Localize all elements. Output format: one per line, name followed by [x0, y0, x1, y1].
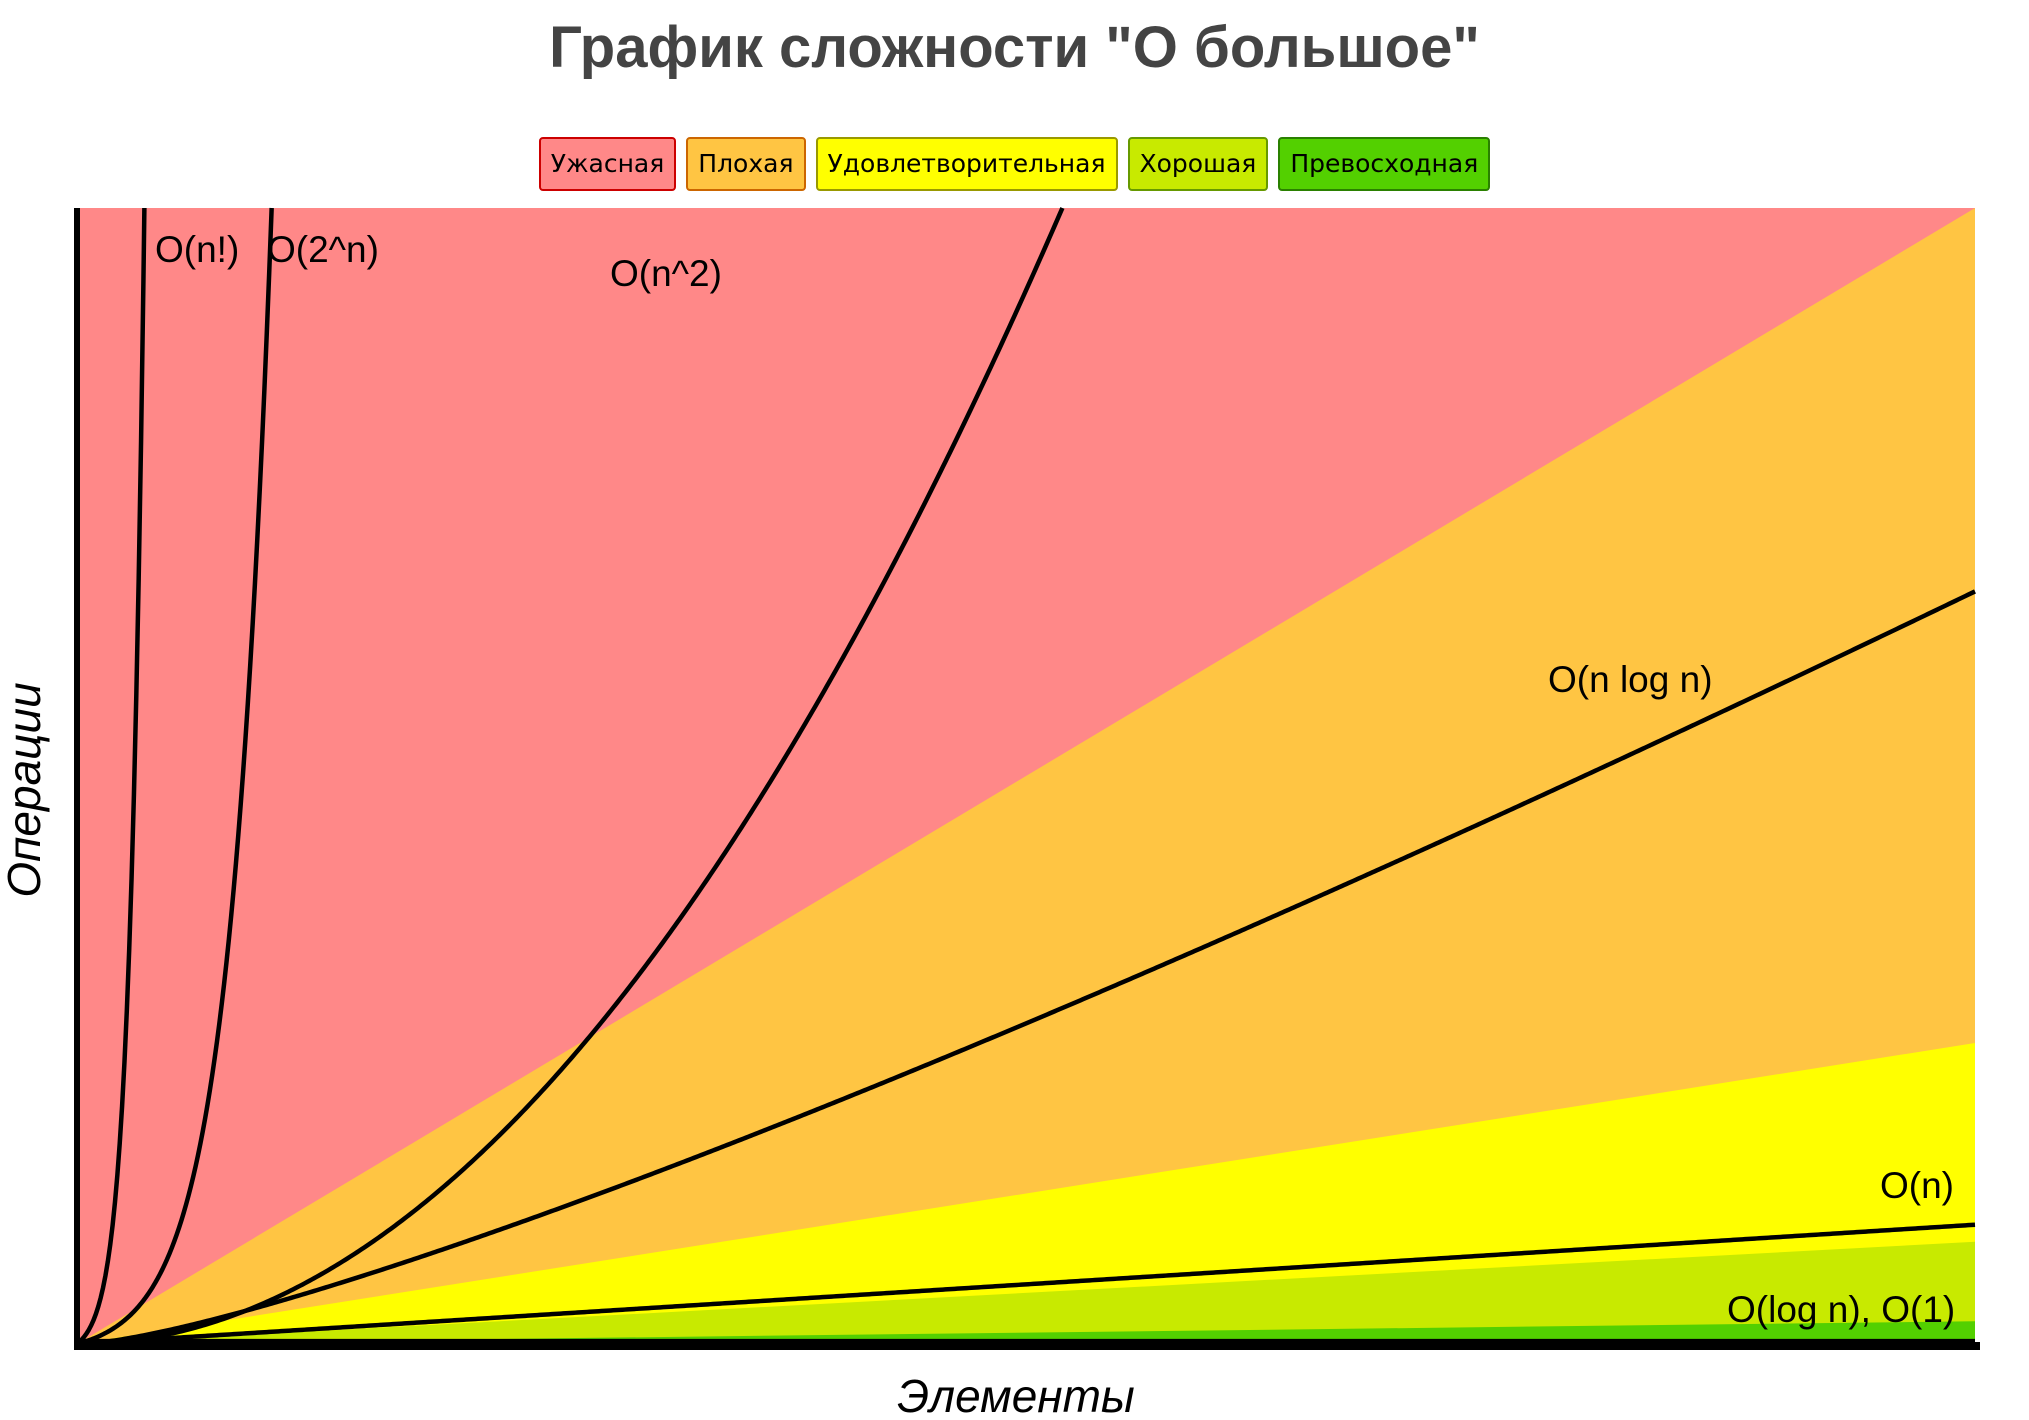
legend-item-fair: Удовлетворительная — [815, 137, 1118, 191]
curve-O(n!) — [75, 207, 147, 1346]
curves-layer — [75, 207, 1976, 1347]
label-o-n-log-n: O(n log n) — [1548, 659, 1713, 700]
curve-O(2^n) — [76, 207, 274, 1347]
curve-O(n) — [76, 1222, 1976, 1347]
legend: Ужасная Плохая Удовлетворительная Хороша… — [0, 137, 2029, 191]
label-o-n-squared: O(n^2) — [610, 253, 722, 294]
region-Хорошая — [77, 1241, 1975, 1344]
label-o-n: O(n) — [1880, 1165, 1954, 1206]
region-Плохая — [77, 208, 1975, 1344]
x-axis-label: Элементы — [897, 1370, 1135, 1420]
legend-item-bad: Плохая — [686, 137, 806, 191]
label-o-log-n-o-1: O(log n), O(1) — [1727, 1289, 1955, 1330]
y-axis-label: Операции — [0, 682, 50, 897]
legend-item-good: Хорошая — [1127, 137, 1269, 191]
regions-layer — [77, 208, 1975, 1344]
legend-item-excellent: Превосходная — [1278, 137, 1491, 191]
label-o-2-pow-n: O(2^n) — [267, 229, 379, 270]
curve-O(n log n) — [76, 589, 1976, 1347]
label-o-n-factorial: O(n!) — [155, 229, 239, 270]
region-Превосходная — [77, 1321, 1975, 1344]
legend-item-horrible: Ужасная — [538, 137, 677, 191]
chart-title: График сложности "О большое" — [549, 15, 1480, 80]
